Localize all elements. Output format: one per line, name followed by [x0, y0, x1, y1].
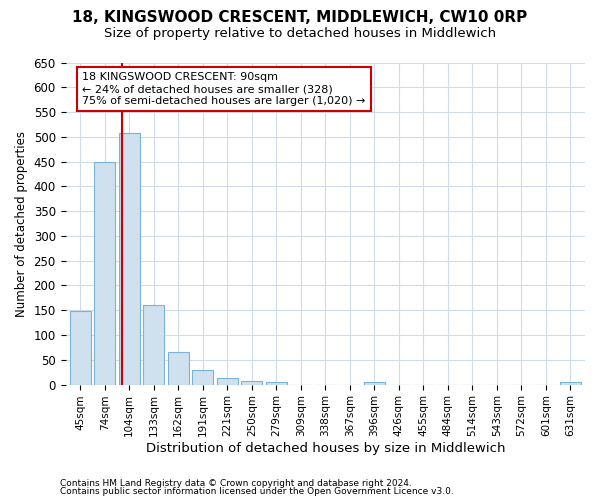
X-axis label: Distribution of detached houses by size in Middlewich: Distribution of detached houses by size … — [146, 442, 505, 455]
Text: Contains public sector information licensed under the Open Government Licence v3: Contains public sector information licen… — [60, 487, 454, 496]
Bar — [193, 370, 213, 384]
Bar — [119, 134, 140, 384]
Text: Contains HM Land Registry data © Crown copyright and database right 2024.: Contains HM Land Registry data © Crown c… — [60, 478, 412, 488]
Y-axis label: Number of detached properties: Number of detached properties — [15, 130, 28, 316]
Bar — [217, 378, 238, 384]
Bar — [168, 352, 188, 384]
Text: 18 KINGSWOOD CRESCENT: 90sqm
← 24% of detached houses are smaller (328)
75% of s: 18 KINGSWOOD CRESCENT: 90sqm ← 24% of de… — [82, 72, 365, 106]
Bar — [560, 382, 581, 384]
Bar — [70, 312, 91, 384]
Text: Size of property relative to detached houses in Middlewich: Size of property relative to detached ho… — [104, 28, 496, 40]
Bar — [241, 381, 262, 384]
Bar — [266, 382, 287, 384]
Bar — [364, 382, 385, 384]
Bar — [94, 162, 115, 384]
Text: 18, KINGSWOOD CRESCENT, MIDDLEWICH, CW10 0RP: 18, KINGSWOOD CRESCENT, MIDDLEWICH, CW10… — [73, 10, 527, 25]
Bar — [143, 306, 164, 384]
